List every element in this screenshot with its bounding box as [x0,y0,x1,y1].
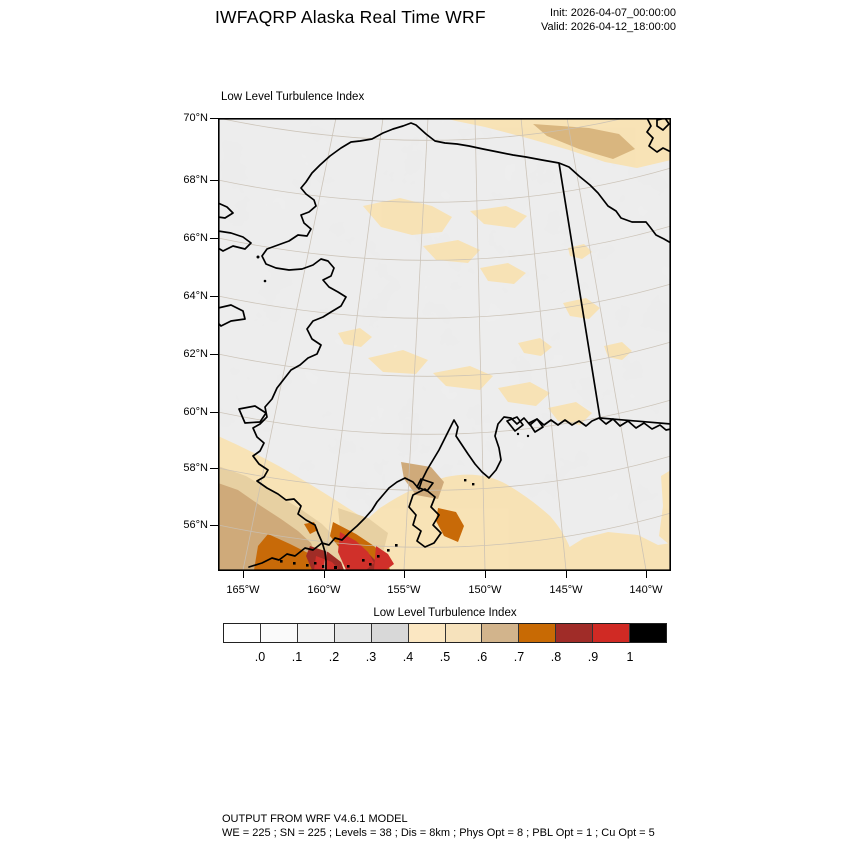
colorbar-cell [334,624,372,642]
map-panel [218,118,671,571]
mackenzie-coast [646,118,671,153]
alaska-north-west-coast [252,122,671,571]
lat-tick [210,354,218,356]
model-info: OUTPUT FROM WRF V4.6.1 MODEL WE = 225 ; … [222,812,655,840]
page-title: IWFAQRP Alaska Real Time WRF [215,7,486,27]
lat-label-56n: 56°N [183,519,208,531]
colorbar-label: .8 [550,650,562,664]
lat-label-70n: 70°N [183,112,208,124]
colorbar-label: .5 [439,650,451,664]
turbulence-darktan-beaufort [533,124,635,159]
model-info-line1: OUTPUT FROM WRF V4.6.1 MODEL [222,813,408,825]
lon-label-155w: 155°W [387,584,421,596]
run-times: Init: 2026-04-07_00:00:00 Valid: 2026-04… [541,7,676,34]
colorbar-cell [260,624,298,642]
colorbar-cell [371,624,409,642]
lon-tick [324,571,326,578]
colorbar-label: .3 [365,650,377,664]
chukotka-coast [218,202,234,219]
small-islands [256,255,530,568]
lon-label-165w: 165°W [226,584,260,596]
lat-label-58n: 58°N [183,462,208,474]
map-frame [218,118,671,571]
lon-tick [566,571,568,578]
lon-label-145w: 145°W [549,584,583,596]
lat-tick [210,238,218,240]
colorbar-cell [593,624,631,642]
map-field-label: Low Level Turbulence Index [221,91,365,103]
lon-tick [404,571,406,578]
lon-label-140w: 140°W [629,584,663,596]
chukotka-coast [218,230,252,252]
colorbar-cell [630,624,667,642]
colorbar-cell [519,624,557,642]
pws-island [528,418,544,433]
pws-island [506,416,524,432]
lat-tick [210,525,218,527]
lat-label-62n: 62°N [183,348,208,360]
lat-tick [210,296,218,298]
init-time: Init: 2026-04-07_00:00:00 [550,7,676,19]
lat-tick [210,412,218,414]
lon-tick [485,571,487,578]
lat-label-64n: 64°N [183,290,208,302]
graticule [218,118,671,571]
lat-label-68n: 68°N [183,174,208,186]
colorbar-label: 1 [626,650,634,664]
lat-label-60n: 60°N [183,406,208,418]
afognak-island [416,478,434,492]
colorbar-label: .9 [587,650,599,664]
colorbar-cell [445,624,483,642]
model-info-line2: WE = 225 ; SN = 225 ; Levels = 38 ; Dis … [222,827,655,839]
colorbar [223,623,667,643]
colorbar-label: .4 [402,650,414,664]
lat-label-66n: 66°N [183,232,208,244]
colorbar-label: .1 [291,650,303,664]
kodiak-island [408,488,442,548]
colorbar-cell [297,624,335,642]
lon-tick [243,571,245,578]
lon-label-150w: 150°W [468,584,502,596]
colorbar-label: .7 [513,650,525,664]
nunivak-island [238,405,267,424]
colorbar-label: .0 [254,650,266,664]
colorbar-cell [556,624,594,642]
canada-border-line [558,162,671,425]
colorbar-title: Low Level Turbulence Index [373,607,517,619]
lon-tick [646,571,648,578]
colorbar-label: .2 [328,650,340,664]
colorbar-cell [224,624,261,642]
lat-tick [210,180,218,182]
lon-label-160w: 160°W [307,584,341,596]
turbulence-map [218,118,671,571]
lat-tick [210,468,218,470]
valid-time: Valid: 2026-04-12_18:00:00 [541,20,676,33]
alaska-south-coast [248,416,671,568]
coastlines [218,118,671,571]
colorbar-label: .6 [476,650,488,664]
lat-tick [210,118,218,120]
st-lawrence-island [218,304,246,327]
colorbar-cell [408,624,446,642]
colorbar-cell [482,624,520,642]
